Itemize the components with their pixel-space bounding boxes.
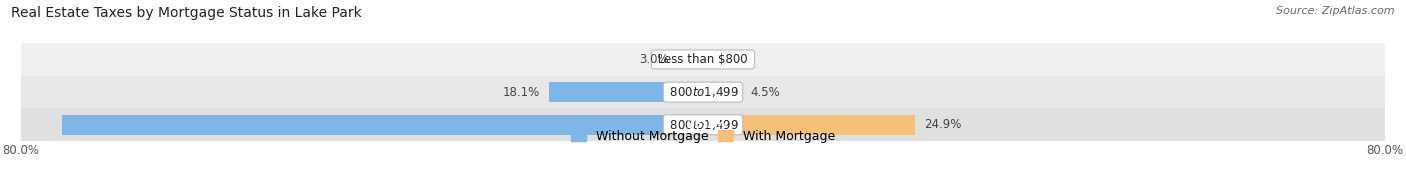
Text: 24.9%: 24.9% <box>924 118 962 131</box>
Text: Real Estate Taxes by Mortgage Status in Lake Park: Real Estate Taxes by Mortgage Status in … <box>11 6 361 20</box>
Bar <box>62 115 703 135</box>
Text: 75.2%: 75.2% <box>686 118 727 131</box>
Legend: Without Mortgage, With Mortgage: Without Mortgage, With Mortgage <box>571 130 835 143</box>
Text: 18.1%: 18.1% <box>503 86 540 99</box>
Bar <box>703 82 741 102</box>
Bar <box>548 82 703 102</box>
Text: $800 to $1,499: $800 to $1,499 <box>666 85 740 99</box>
Bar <box>678 50 703 69</box>
Text: $800 to $1,499: $800 to $1,499 <box>666 118 740 132</box>
Bar <box>21 43 1385 76</box>
Bar <box>21 76 1385 108</box>
Bar <box>21 108 1385 141</box>
Text: Less than $800: Less than $800 <box>654 53 752 66</box>
Bar <box>703 115 915 135</box>
Text: 3.0%: 3.0% <box>640 53 669 66</box>
Text: Source: ZipAtlas.com: Source: ZipAtlas.com <box>1277 6 1395 16</box>
Text: 4.5%: 4.5% <box>749 86 780 99</box>
